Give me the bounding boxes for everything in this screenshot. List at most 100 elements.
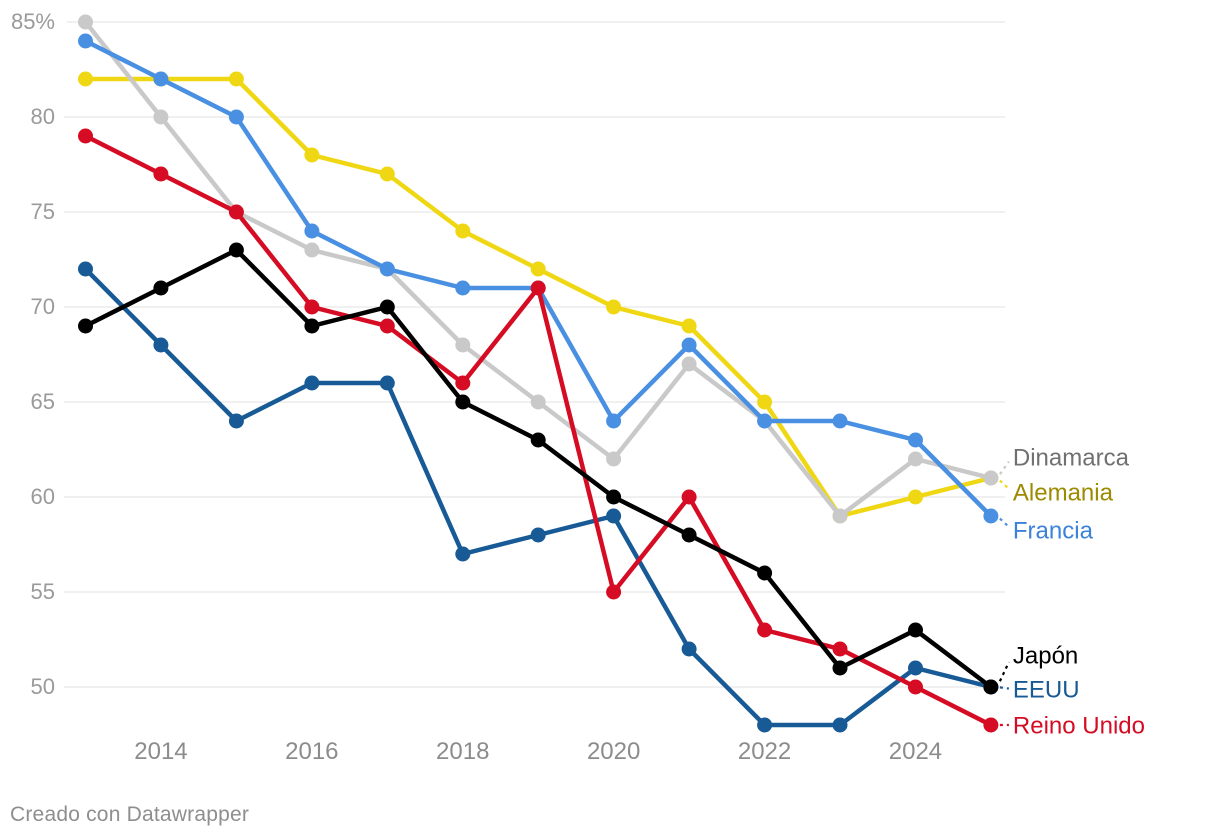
point-francia-2015 xyxy=(228,109,244,125)
point-eeuu-2019 xyxy=(530,527,546,543)
point-alemania-2018 xyxy=(455,223,471,239)
point-reino-unido-2018 xyxy=(455,375,471,391)
point-francia-2017 xyxy=(379,261,395,277)
point-reino-unido-2021 xyxy=(681,489,697,505)
point-alemania-2020 xyxy=(606,299,622,315)
point-alemania-2017 xyxy=(379,166,395,182)
point-dinamarca-2016 xyxy=(304,242,320,258)
point-eeuu-2023 xyxy=(832,717,848,733)
point-alemania-2016 xyxy=(304,147,320,163)
x-tick-label-2024: 2024 xyxy=(889,738,942,765)
point-eeuu-2018 xyxy=(455,546,471,562)
point-alemania-2022 xyxy=(757,394,773,410)
point-alemania-2013 xyxy=(78,71,93,87)
point-japon-2021 xyxy=(681,527,697,543)
point-francia-2022 xyxy=(757,413,773,429)
point-eeuu-2024 xyxy=(908,660,923,676)
point-dinamarca-2019 xyxy=(530,394,546,410)
point-reino-unido-2013 xyxy=(78,128,93,144)
point-francia-2024 xyxy=(908,432,923,448)
point-eeuu-2022 xyxy=(757,717,773,733)
y-tick-label-60: 60 xyxy=(31,484,55,509)
point-japon-2023 xyxy=(832,660,848,676)
point-dinamarca-2024 xyxy=(908,451,923,467)
y-tick-label-65: 65 xyxy=(31,389,55,414)
point-eeuu-2021 xyxy=(681,641,697,657)
series-line-reino-unido xyxy=(83,133,994,728)
x-tick-label-2016: 2016 xyxy=(285,738,338,765)
x-tick-label-2022: 2022 xyxy=(738,738,791,765)
point-japon-2014 xyxy=(153,280,169,296)
point-reino-unido-2022 xyxy=(757,622,773,638)
point-alemania-2015 xyxy=(228,71,244,87)
series-line-alemania xyxy=(83,76,994,519)
point-eeuu-2017 xyxy=(379,375,395,391)
point-japon-2016 xyxy=(304,318,320,334)
point-japon-2018 xyxy=(455,394,471,410)
series-label-dinamarca: Dinamarca xyxy=(1013,445,1130,472)
point-francia-2023 xyxy=(832,413,848,429)
point-reino-unido-2023 xyxy=(832,641,848,657)
point-alemania-2021 xyxy=(681,318,697,334)
point-reino-unido-2017 xyxy=(379,318,395,334)
x-tick-label-2020: 2020 xyxy=(587,738,640,765)
point-francia-2018 xyxy=(455,280,471,296)
point-dinamarca-2018 xyxy=(455,337,471,353)
point-alemania-2024 xyxy=(908,489,923,505)
point-dinamarca-2025 xyxy=(983,470,999,486)
series-line-japon xyxy=(83,247,994,690)
point-eeuu-2015 xyxy=(228,413,244,429)
label-leader-japon xyxy=(998,661,1010,682)
y-tick-label-50: 50 xyxy=(31,674,55,699)
point-japon-2025 xyxy=(983,679,999,695)
point-francia-2016 xyxy=(304,223,320,239)
point-japon-2017 xyxy=(379,299,395,315)
line-chart-canvas: 85% 80 75 70 65 60 55 50 2014 2016 2018 2020 2022 202… xyxy=(11,9,1145,765)
point-japon-2015 xyxy=(228,242,244,258)
point-reino-unido-2019 xyxy=(530,280,546,296)
point-dinamarca-2014 xyxy=(153,109,169,125)
y-tick-label-70: 70 xyxy=(31,294,55,319)
point-francia-2021 xyxy=(681,337,697,353)
series-label-reino-unido: Reino Unido xyxy=(1013,713,1145,740)
point-reino-unido-2015 xyxy=(228,204,244,220)
point-francia-2020 xyxy=(606,413,622,429)
point-reino-unido-2025 xyxy=(983,717,999,733)
label-leader-eeuu xyxy=(999,686,1010,690)
label-leader-alemania xyxy=(999,479,1010,490)
label-leader-dinamarca xyxy=(999,460,1010,475)
point-japon-2020 xyxy=(606,489,622,505)
series-label-japon: Japón xyxy=(1013,643,1078,670)
point-reino-unido-2016 xyxy=(304,299,320,315)
point-eeuu-2020 xyxy=(606,508,622,524)
series-label-alemania: Alemania xyxy=(1013,480,1114,507)
point-eeuu-2016 xyxy=(304,375,320,391)
x-tick-label-2018: 2018 xyxy=(436,738,489,765)
point-alemania-2019 xyxy=(530,261,546,277)
series-label-eeuu: EEUU xyxy=(1013,677,1080,704)
point-dinamarca-2020 xyxy=(606,451,622,467)
y-tick-label-85: 85% xyxy=(11,9,55,34)
y-tick-label-80: 80 xyxy=(31,104,55,129)
point-eeuu-2014 xyxy=(153,337,169,353)
point-francia-2013 xyxy=(78,33,93,49)
point-francia-2014 xyxy=(153,71,169,87)
point-dinamarca-2021 xyxy=(681,356,697,372)
credit-text: Creado con Datawrapper xyxy=(10,803,250,826)
point-dinamarca-2023 xyxy=(832,508,848,524)
point-eeuu-2013 xyxy=(78,261,93,277)
y-tick-label-75: 75 xyxy=(31,199,55,224)
point-japon-2022 xyxy=(757,565,773,581)
point-japon-2019 xyxy=(530,432,546,448)
point-reino-unido-2014 xyxy=(153,166,169,182)
point-reino-unido-2024 xyxy=(908,679,923,695)
x-tick-label-2014: 2014 xyxy=(134,738,187,765)
point-dinamarca-2013 xyxy=(78,14,93,30)
label-leader-francia xyxy=(999,517,1010,528)
point-francia-2025 xyxy=(983,508,999,524)
series-label-francia: Francia xyxy=(1013,518,1094,545)
point-reino-unido-2020 xyxy=(606,584,622,600)
point-japon-2013 xyxy=(78,318,93,334)
y-tick-label-55: 55 xyxy=(31,579,55,604)
